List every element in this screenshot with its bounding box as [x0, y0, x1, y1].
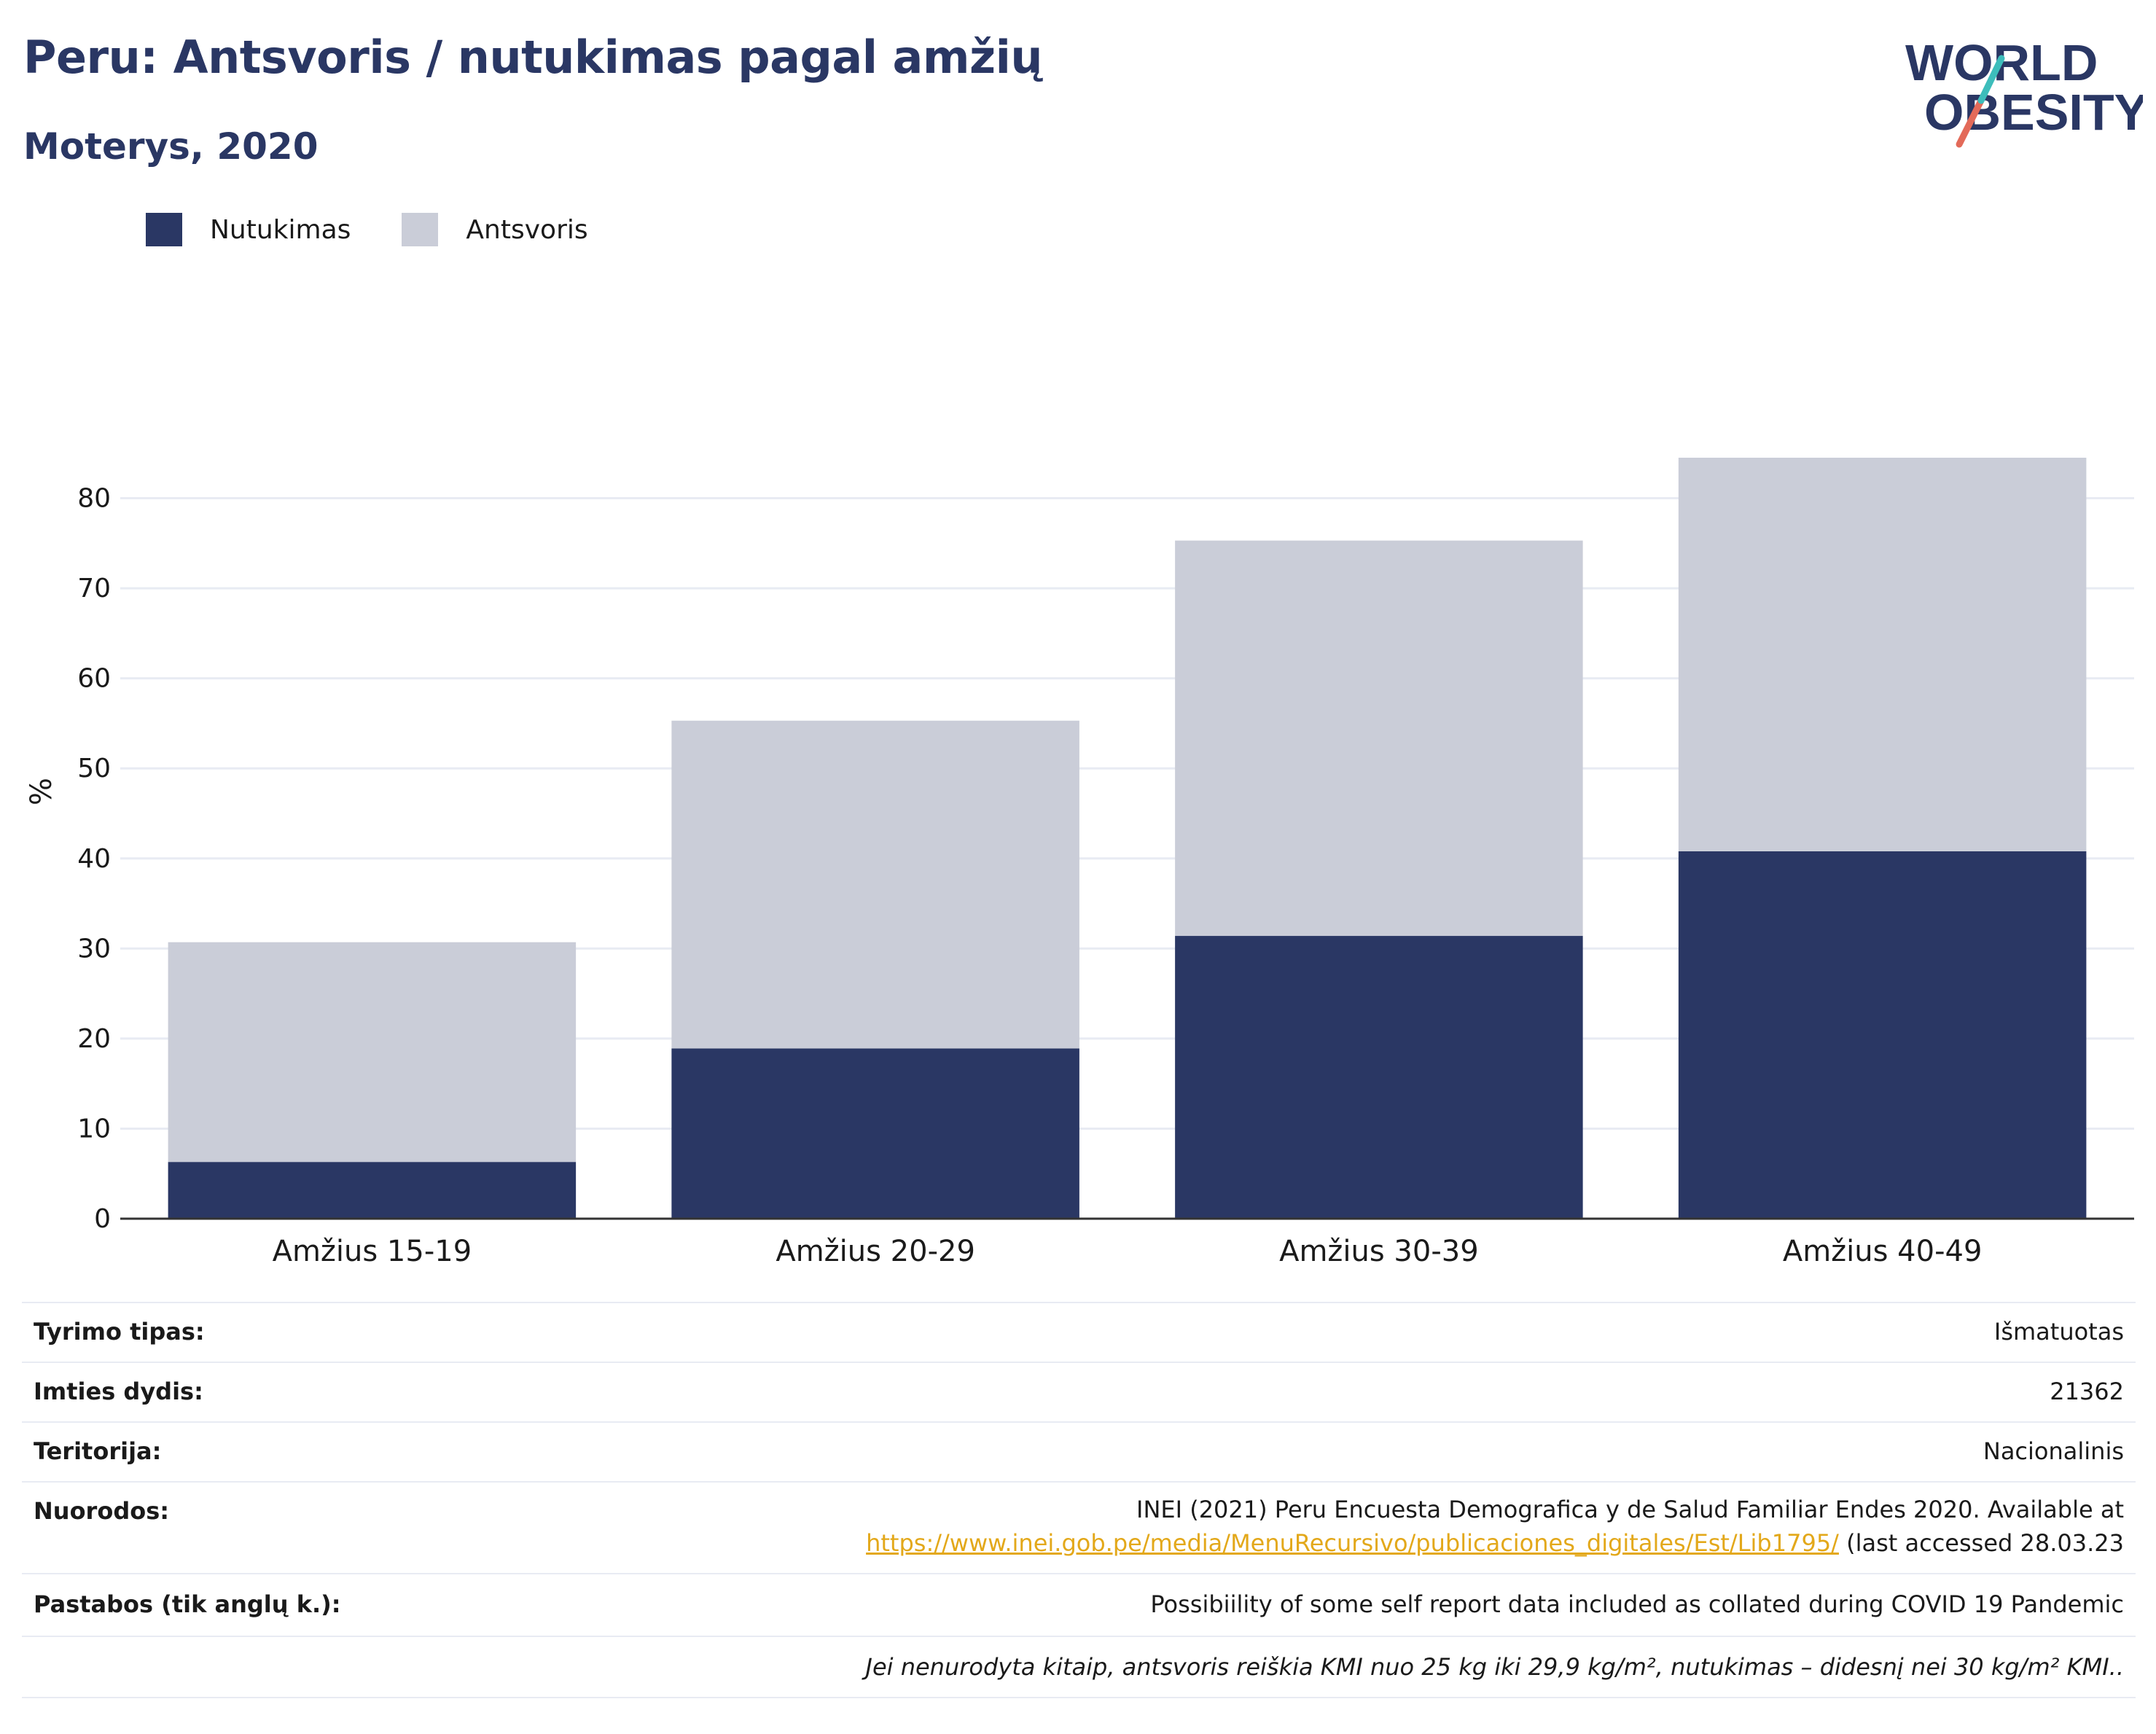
info-row-notes: Pastabos (tik anglų k.): Possibiility of…	[22, 1573, 2136, 1636]
legend-label-obesity: Nutukimas	[210, 214, 351, 245]
info-label: Tyrimo tipas:	[34, 1318, 205, 1346]
bar-overweight	[1678, 457, 2087, 851]
world-obesity-logo: WORLD OBESITY	[1905, 34, 2143, 148]
bar-overweight	[168, 942, 577, 1163]
bar-obesity	[1678, 851, 2087, 1219]
bar-overweight	[1175, 540, 1583, 937]
legend-swatch-overweight	[402, 213, 439, 246]
legend-swatch-obesity	[146, 213, 182, 246]
legend-item-obesity[interactable]: Nutukimas	[146, 213, 351, 246]
x-tick-label: Amžius 15-19	[273, 1235, 472, 1268]
info-value: Išmatuotas	[1993, 1318, 2124, 1346]
info-row-survey-type: Tyrimo tipas: Išmatuotas	[22, 1302, 2136, 1362]
bar-chart: 0 10 20 30 40 50 60 70 80% Amžius 15-19 Amžius 20-…	[25, 457, 2134, 1268]
references-value: INEI (2021) Peru Encuesta Demografica y …	[866, 1493, 2124, 1560]
y-tick-label: 60	[77, 664, 111, 694]
bar-obesity	[671, 1048, 1079, 1219]
info-value: Possibiility of some self report data in…	[1150, 1590, 2124, 1618]
info-value: 21362	[2050, 1378, 2124, 1405]
chart-subtitle: Moterys, 2020	[23, 125, 319, 168]
y-tick-label: 20	[77, 1024, 111, 1054]
legend-label-overweight: Antsvoris	[466, 214, 588, 245]
y-tick-label: 30	[77, 934, 111, 964]
x-tick-label: Amžius 40-49	[1783, 1235, 1983, 1268]
reference-suffix: (last accessed 28.03.23	[1838, 1529, 2124, 1557]
info-row-references: Nuorodos: INEI (2021) Peru Encuesta Demo…	[22, 1481, 2136, 1573]
reference-text: INEI (2021) Peru Encuesta Demografica y …	[1136, 1496, 2124, 1523]
y-axis-label: %	[25, 778, 58, 805]
info-label: Imties dydis:	[34, 1378, 203, 1405]
bar-overweight	[671, 720, 1079, 1049]
info-table: Tyrimo tipas: Išmatuotas Imties dydis: 2…	[22, 1302, 2136, 1698]
y-tick-label: 80	[77, 484, 111, 514]
info-label: Teritorija:	[34, 1437, 162, 1465]
chart-title: Peru: Antsvoris / nutukimas pagal amžių	[23, 31, 1042, 84]
info-row-sample-size: Imties dydis: 21362	[22, 1362, 2136, 1421]
legend-item-overweight[interactable]: Antsvoris	[402, 213, 588, 246]
bar-obesity	[1175, 936, 1583, 1219]
info-label: Nuorodos:	[34, 1497, 170, 1525]
x-tick-label: Amžius 20-29	[776, 1235, 975, 1268]
info-row-territory: Teritorija: Nacionalinis	[22, 1421, 2136, 1481]
y-tick-label: 0	[94, 1204, 111, 1234]
reference-link-line: https://www.inei.gob.pe/media/MenuRecurs…	[866, 1526, 2124, 1560]
reference-link[interactable]: https://www.inei.gob.pe/media/MenuRecurs…	[866, 1529, 1839, 1557]
y-tick-label: 10	[77, 1114, 111, 1144]
y-tick-label: 70	[77, 574, 111, 604]
y-tick-label: 40	[77, 844, 111, 874]
chart-legend: Nutukimas Antsvoris	[146, 213, 639, 246]
info-label: Pastabos (tik anglų k.):	[34, 1590, 341, 1618]
logo-line-2: OBESITY	[1924, 84, 2143, 141]
bar-obesity	[168, 1162, 577, 1219]
x-tick-label: Amžius 30-39	[1279, 1235, 1479, 1268]
info-row-footnote: Jei nenurodyta kitaip, antsvoris reiškia…	[22, 1636, 2136, 1698]
y-tick-label: 50	[77, 754, 111, 784]
info-value: Nacionalinis	[1983, 1437, 2124, 1465]
footnote-text: Jei nenurodyta kitaip, antsvoris reiškia…	[865, 1653, 2125, 1681]
